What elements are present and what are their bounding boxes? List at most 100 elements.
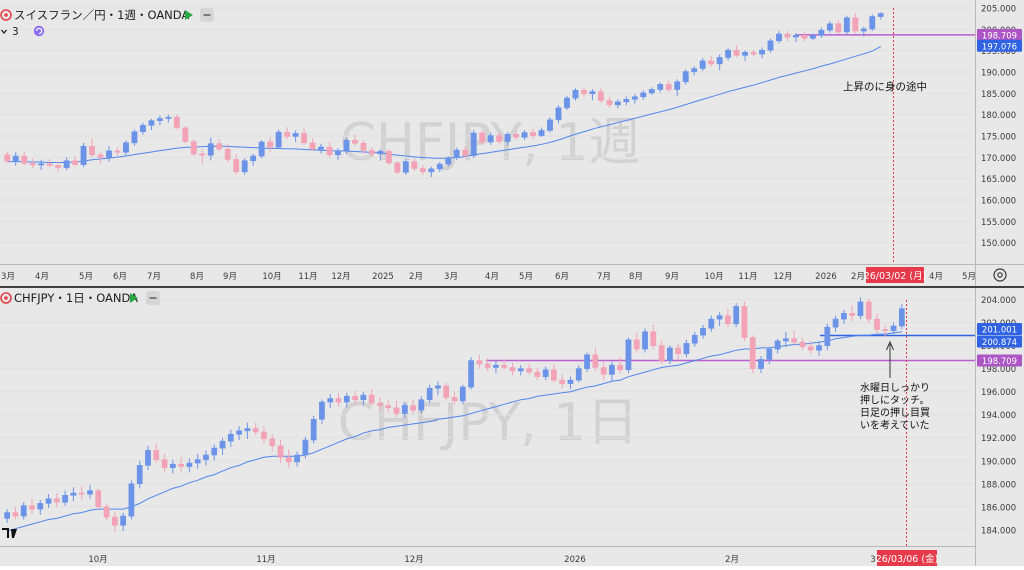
bearish-candle xyxy=(394,162,401,173)
bullish-candle xyxy=(832,318,839,328)
bullish-candle xyxy=(766,348,773,360)
bearish-candle xyxy=(393,407,400,414)
bullish-candle xyxy=(564,97,570,109)
bearish-candle xyxy=(261,431,267,440)
symbol-logo-icon xyxy=(0,9,12,21)
y-tick-label: 184.000 xyxy=(981,526,1016,536)
bullish-candle xyxy=(783,338,789,342)
bearish-candle xyxy=(360,142,367,151)
bullish-candle xyxy=(12,155,19,162)
bearish-candle xyxy=(216,143,223,150)
bullish-candle xyxy=(869,16,876,30)
bullish-candle xyxy=(128,483,135,517)
bearish-candle xyxy=(484,363,491,368)
bearish-candle xyxy=(650,331,657,346)
bearish-candle xyxy=(178,463,184,467)
bullish-candle xyxy=(131,131,138,144)
bullish-candle xyxy=(194,459,201,464)
x-tick-label: 12月 xyxy=(404,555,423,565)
top-time-axis[interactable] xyxy=(0,264,975,286)
bottom-plot-area[interactable] xyxy=(0,288,975,546)
price-label-text: 200.874 xyxy=(982,338,1017,348)
bearish-candle xyxy=(377,402,383,406)
bearish-candle xyxy=(476,360,483,365)
bearish-candle xyxy=(352,139,358,144)
price-label-badge xyxy=(977,39,1022,52)
x-tick-label: 2月 xyxy=(725,555,739,565)
y-tick-label: 192.000 xyxy=(981,434,1016,444)
x-tick-label: 11月 xyxy=(298,272,317,282)
bearish-candle xyxy=(633,339,640,350)
bearish-candle xyxy=(559,379,566,384)
bullish-candle xyxy=(716,57,723,65)
x-tick-label: 2月 xyxy=(851,272,865,282)
bullish-candle xyxy=(106,150,112,158)
daily-chart-pane[interactable]: CHFJPY, 1日 184.000 186.000 188.000 190.000 1… xyxy=(0,288,1022,566)
bottom-x-tick-labels: 10月 11月 12月 2026 2月 3 xyxy=(88,555,875,565)
bullish-candle xyxy=(776,33,782,42)
bearish-candle xyxy=(72,160,79,165)
bullish-candle xyxy=(877,13,884,17)
bearish-candle xyxy=(581,90,587,95)
bearish-candle xyxy=(410,405,416,411)
bearish-candle xyxy=(4,154,11,162)
bullish-candle xyxy=(123,142,129,153)
top-y-tick-labels: 150.000 155.000 160.000 165.000 170.000 175.0… xyxy=(981,5,1016,250)
chevron-down-icon[interactable] xyxy=(1,29,7,35)
y-tick-label: 198.000 xyxy=(981,365,1016,375)
bullish-candle xyxy=(700,328,706,336)
bearish-candle xyxy=(182,127,189,142)
bullish-candle xyxy=(145,450,151,466)
bearish-candle xyxy=(335,398,342,403)
price-label-badge xyxy=(977,28,1022,41)
bearish-candle xyxy=(750,52,757,55)
bullish-candle xyxy=(402,161,409,173)
sync-icon[interactable] xyxy=(33,25,45,37)
top-legend[interactable]: スイスフラン／円・1週・OANDA 3 xyxy=(0,8,214,38)
indicator-count: 3 xyxy=(12,26,19,38)
bearish-candle xyxy=(451,397,458,402)
bullish-candle xyxy=(318,146,324,150)
weekly-chart-pane[interactable]: CHFJPY, 1週 150.000155.000160.000165.0001… xyxy=(0,0,1024,286)
x-tick-label: 3 xyxy=(870,555,875,565)
annotation-line: 押しにタッチ。 xyxy=(860,394,930,407)
y-tick-label: 165.000 xyxy=(981,175,1016,185)
bullish-candle xyxy=(623,99,630,103)
y-tick-label: 194.000 xyxy=(981,411,1016,421)
bullish-candle xyxy=(203,454,209,460)
bullish-candle xyxy=(667,347,673,361)
bullish-candle xyxy=(758,359,764,369)
bearish-candle xyxy=(368,150,375,155)
bearish-candle xyxy=(675,347,682,354)
x-tick-label: 10月 xyxy=(262,272,281,282)
x-tick-label: 5月 xyxy=(962,272,976,282)
bearish-candle xyxy=(385,405,392,409)
bearish-candle xyxy=(874,318,880,330)
bullish-candle xyxy=(625,339,632,371)
top-plot-area[interactable] xyxy=(0,0,975,264)
bullish-candle xyxy=(733,306,740,325)
y-tick-label: 170.000 xyxy=(981,154,1016,164)
bullish-candle xyxy=(80,145,87,165)
bullish-candle xyxy=(236,430,242,435)
bearish-candle xyxy=(513,133,520,138)
bullish-candle xyxy=(207,143,214,156)
bullish-candle xyxy=(140,125,146,133)
top-moving-average-line xyxy=(7,45,882,163)
bearish-candle xyxy=(78,492,85,495)
bullish-candle xyxy=(648,89,655,94)
gear-icon[interactable] xyxy=(993,268,1007,282)
pane-divider[interactable] xyxy=(0,286,1024,288)
x-tick-label: 6月 xyxy=(555,272,569,282)
bullish-candle xyxy=(120,515,126,526)
bottom-watermark: CHFJPY, 1日 xyxy=(338,393,639,453)
bullish-candle xyxy=(250,155,257,162)
x-tick-label: 3月 xyxy=(1,272,15,282)
bottom-legend[interactable]: CHFJPY・1日・OANDA xyxy=(0,291,160,305)
bullish-candle xyxy=(241,160,248,173)
bullish-candle xyxy=(538,130,545,136)
y-tick-label: 180.000 xyxy=(981,111,1016,121)
bearish-candle xyxy=(161,459,168,468)
bullish-candle xyxy=(20,505,27,517)
